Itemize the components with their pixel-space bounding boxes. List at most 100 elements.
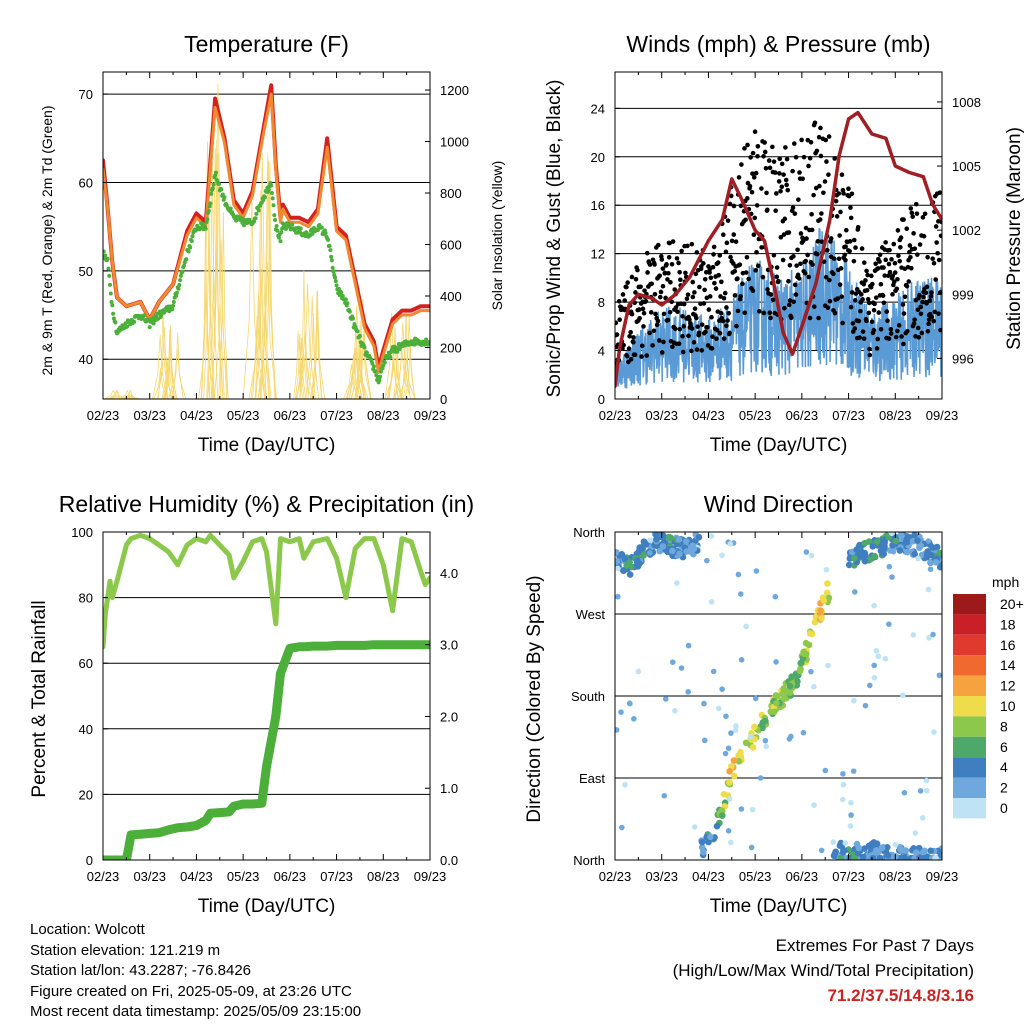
gust-point — [801, 154, 807, 160]
gust-point — [692, 306, 698, 311]
direction-point — [626, 700, 633, 707]
gust-point — [884, 309, 890, 314]
dewpoint-point — [347, 309, 352, 314]
gust-point — [823, 137, 829, 143]
gust-point — [627, 334, 632, 339]
dewpoint-point — [180, 269, 185, 274]
direction-point — [726, 768, 733, 775]
direction-point — [869, 854, 877, 860]
gust-point — [817, 183, 822, 189]
direction-point — [698, 843, 706, 851]
gust-point — [764, 190, 769, 196]
gust-point — [861, 281, 867, 287]
gust-point — [816, 315, 821, 321]
direction-point — [635, 668, 642, 675]
direction-point — [800, 650, 808, 658]
gust-point — [819, 239, 825, 244]
gust-point — [915, 252, 920, 257]
gust-point — [855, 224, 861, 230]
gust-point — [737, 262, 743, 267]
dewpoint-point — [276, 235, 281, 240]
solar-trace — [394, 322, 411, 399]
y-tick-label: West — [576, 607, 606, 622]
y-axis-label-1: 2m & 9m T (Red, Orange) & 2m Td (Green) — [39, 106, 55, 376]
x-tick-label: 06/23 — [786, 408, 819, 423]
x-tick-label: 03/23 — [645, 869, 678, 884]
gust-point — [931, 318, 937, 324]
gust-point — [776, 278, 781, 284]
gust-point — [826, 134, 832, 139]
gust-point — [664, 262, 669, 267]
solar-trace — [108, 389, 126, 399]
direction-point — [823, 589, 831, 597]
gust-point — [701, 301, 707, 306]
gust-point — [615, 320, 619, 326]
legend-label: 4 — [1000, 759, 1008, 775]
gust-point — [827, 298, 833, 304]
y-tick-label: 4 — [598, 344, 605, 359]
direction-point — [926, 635, 932, 641]
dewpoint-point — [222, 195, 227, 200]
x-tick-label: 05/23 — [739, 869, 772, 884]
direction-point — [723, 713, 729, 720]
y-axis-label-2: Sonic/Prop Wind & Gust (Blue, Black) — [544, 80, 565, 398]
gust-point — [791, 141, 797, 146]
y2-tick-label: 1008 — [952, 95, 981, 110]
gust-point — [847, 248, 852, 254]
gust-point — [629, 311, 635, 317]
gust-point — [920, 299, 925, 305]
humidity-line — [103, 532, 430, 650]
direction-point — [927, 566, 934, 573]
gust-point — [761, 154, 766, 159]
dewpoint-point — [364, 350, 369, 355]
gust-point — [659, 350, 665, 355]
gust-point — [651, 328, 657, 334]
gust-point — [747, 183, 753, 189]
direction-point — [820, 597, 828, 604]
dewpoint-point — [323, 231, 328, 236]
solar-trace — [161, 356, 173, 399]
gust-point — [647, 330, 652, 336]
direction-point — [615, 558, 621, 565]
direction-point — [730, 757, 738, 764]
y-tick-label: 70 — [79, 87, 93, 102]
gust-point — [925, 254, 930, 260]
gust-point — [770, 144, 775, 150]
dewpoint-point — [388, 355, 393, 360]
direction-point — [642, 540, 650, 548]
gust-point — [755, 263, 761, 269]
direction-point — [899, 847, 906, 854]
gust-point — [689, 241, 695, 247]
dewpoint-point — [424, 337, 429, 342]
direction-point — [882, 655, 889, 662]
chart-title-3: Relative Humidity (%) & Precipitation (i… — [59, 491, 474, 517]
gust-point — [821, 190, 826, 196]
x-axis-label-4: Time (Day/UTC) — [710, 896, 848, 917]
direction-point — [818, 614, 825, 622]
direction-point — [896, 547, 904, 554]
gust-point — [841, 191, 846, 196]
legend-label: 8 — [1000, 718, 1008, 734]
gust-point — [644, 250, 650, 256]
gust-point — [786, 302, 792, 308]
gust-point — [804, 236, 809, 241]
gust-point — [636, 307, 642, 312]
direction-point — [704, 557, 710, 564]
gust-point — [616, 298, 622, 304]
dewpoint-point — [147, 325, 152, 330]
gust-point — [656, 338, 662, 343]
gust-point — [753, 268, 758, 273]
gust-point — [910, 214, 915, 219]
y-tick-label: East — [579, 771, 605, 786]
direction-point — [656, 547, 663, 555]
direction-point — [851, 854, 858, 860]
dewpoint-point — [328, 248, 333, 253]
gust-point — [882, 273, 888, 278]
gust-point — [711, 252, 716, 257]
direction-point — [622, 781, 628, 788]
y2-tick-label: 800 — [440, 186, 462, 201]
gust-point — [871, 307, 877, 313]
gust-point — [795, 247, 800, 253]
gust-point — [859, 292, 864, 297]
direction-point — [889, 574, 895, 580]
